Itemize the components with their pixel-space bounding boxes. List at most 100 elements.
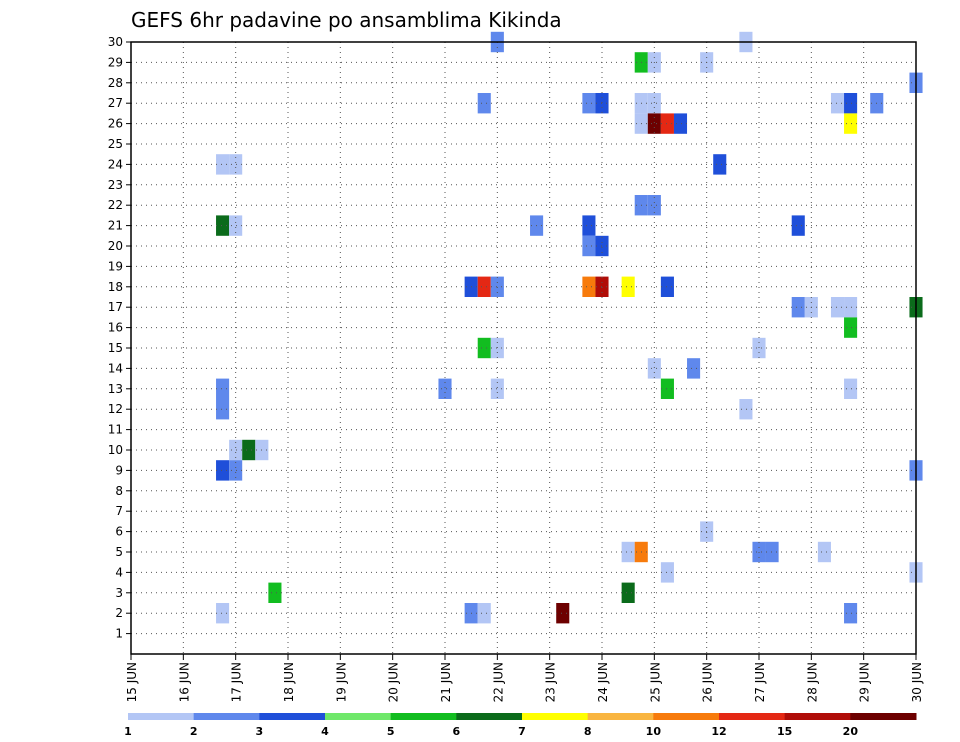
legend-swatch <box>259 713 326 720</box>
heatmap-cell <box>582 215 596 236</box>
heatmap-cell <box>229 439 243 461</box>
heatmap-cell <box>477 603 491 624</box>
y-tick-label: 30 <box>108 35 123 49</box>
heatmap-cell <box>673 113 688 134</box>
y-tick-label: 13 <box>108 382 123 396</box>
y-tick-label: 10 <box>108 443 123 457</box>
heatmap-cell <box>647 358 661 379</box>
x-tick-label: 29 JUN <box>858 662 872 702</box>
heatmap-cell <box>242 439 256 461</box>
heatmap-cell <box>660 276 674 297</box>
heatmap-cell <box>739 399 753 420</box>
legend-label: 7 <box>518 725 526 738</box>
heatmap-cell <box>647 93 661 114</box>
y-tick-label: 19 <box>108 259 123 273</box>
heatmap-cell <box>660 378 674 399</box>
y-tick-label: 3 <box>115 586 123 600</box>
y-tick-label: 14 <box>108 361 123 375</box>
heatmap-cell <box>844 317 858 338</box>
legend-label: 2 <box>190 725 198 738</box>
legend-label: 10 <box>646 725 662 738</box>
heatmap-cell <box>268 582 282 603</box>
x-tick-label: 16 JUN <box>177 662 191 702</box>
y-tick-label: 22 <box>108 198 123 212</box>
x-tick-label: 26 JUN <box>701 662 715 702</box>
x-tick-label: 22 JUN <box>491 662 505 702</box>
x-tick-label: 17 JUN <box>230 662 244 702</box>
legend-label: 12 <box>711 725 726 738</box>
y-tick-label: 24 <box>108 157 123 171</box>
heatmap-cell <box>791 215 805 236</box>
legend-swatch <box>128 713 195 720</box>
legend-label: 15 <box>777 725 792 738</box>
y-tick-label: 17 <box>108 300 123 314</box>
legend-swatch <box>456 713 523 720</box>
heatmap-cell <box>621 276 635 297</box>
y-tick-label: 18 <box>108 280 123 294</box>
heatmap-cell <box>844 93 858 114</box>
legend-label: 4 <box>321 725 329 738</box>
heatmap-cells <box>216 31 923 624</box>
heatmap-cell <box>647 113 661 134</box>
y-tick-label: 8 <box>115 484 123 498</box>
x-tick-label: 23 JUN <box>544 662 558 702</box>
legend-label: 3 <box>256 725 264 738</box>
legend-label: 5 <box>387 725 395 738</box>
x-tick-label: 18 JUN <box>282 662 296 702</box>
heatmap-cell <box>438 378 452 399</box>
heatmap-cell <box>791 297 805 318</box>
y-tick-label: 7 <box>115 504 123 518</box>
y-tick-label: 16 <box>108 321 123 335</box>
heatmap-cell <box>765 541 779 563</box>
y-tick-label: 15 <box>108 341 123 355</box>
heatmap-cell <box>216 215 230 236</box>
y-tick-label: 26 <box>108 117 123 131</box>
legend-label: 20 <box>843 725 859 738</box>
heatmap-cell <box>830 93 845 114</box>
y-tick-label: 5 <box>115 545 123 559</box>
heatmap-cell <box>477 337 491 359</box>
legend-swatch <box>850 713 917 720</box>
x-tick-label: 21 JUN <box>439 662 453 702</box>
y-axis-ticks: 1234567891011121314151617181920212223242… <box>108 35 131 641</box>
legend-label: 8 <box>584 725 592 738</box>
heatmap-cell <box>490 378 504 399</box>
y-tick-label: 20 <box>108 239 123 253</box>
plot-frame <box>130 41 917 655</box>
heatmap-cell <box>647 195 661 216</box>
heatmap-cell <box>216 154 230 175</box>
legend-swatch <box>193 713 260 720</box>
heatmap-cell <box>660 562 674 583</box>
y-tick-label: 6 <box>115 525 123 539</box>
y-tick-label: 21 <box>108 219 123 233</box>
heatmap-cell <box>817 541 831 563</box>
heatmap-cell <box>660 113 674 134</box>
legend-swatch <box>325 713 392 720</box>
legend-swatch <box>653 713 720 720</box>
chart-title: GEFS 6hr padavine po ansamblima Kikinda <box>131 8 562 32</box>
heatmap-cell <box>713 154 727 175</box>
heatmap-cell <box>229 215 243 236</box>
heatmap-cell <box>477 93 491 114</box>
heatmap-cell <box>687 358 701 379</box>
legend-swatch <box>784 713 851 720</box>
y-tick-label: 1 <box>115 627 123 641</box>
x-tick-label: 24 JUN <box>596 662 610 702</box>
y-tick-label: 25 <box>108 137 123 151</box>
heatmap-cell <box>844 113 858 134</box>
y-tick-label: 27 <box>108 96 123 110</box>
x-tick-label: 27 JUN <box>753 662 767 702</box>
legend-label: 6 <box>453 725 461 738</box>
heatmap-cell <box>229 154 243 175</box>
heatmap-cell <box>844 603 858 624</box>
heatmap-cell <box>229 460 243 481</box>
y-tick-label: 2 <box>115 606 123 620</box>
y-tick-label: 28 <box>108 76 123 90</box>
legend-swatch <box>719 713 786 720</box>
heatmap-cell <box>556 603 570 624</box>
heatmap-cell <box>844 297 858 318</box>
heatmap-cell <box>216 378 230 399</box>
heatmap-cell <box>582 276 596 297</box>
heatmap-cell <box>582 235 596 257</box>
